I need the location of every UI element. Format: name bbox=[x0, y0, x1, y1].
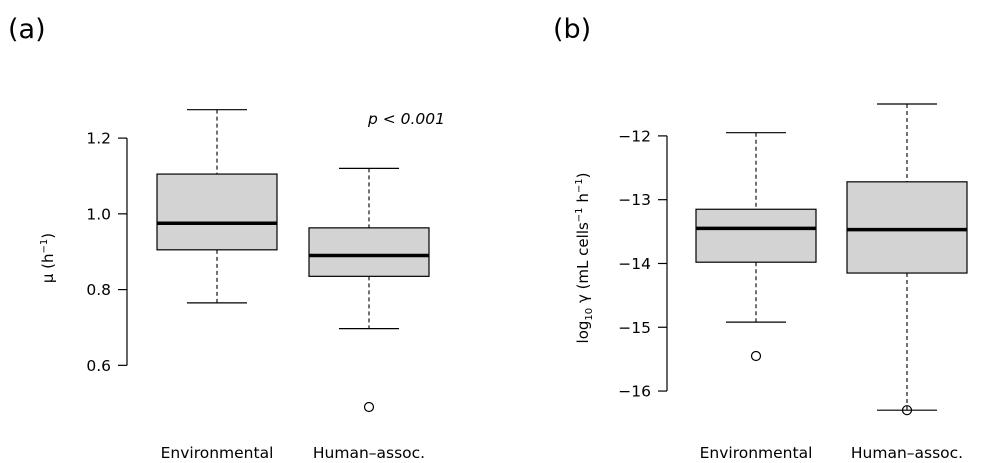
y-axis-label-b: log10 γ (mL cells−1 h−1) bbox=[574, 173, 595, 344]
y-axis-label-a: μ (h−1) bbox=[39, 233, 57, 283]
y-tick-label: −16 bbox=[618, 383, 651, 401]
y-tick-label: −13 bbox=[618, 191, 651, 209]
box-iqr bbox=[695, 208, 817, 263]
category-label: Human–assoc. bbox=[313, 444, 425, 462]
box-iqr bbox=[846, 181, 968, 274]
panel-label-a: (a) bbox=[8, 14, 46, 45]
y-tick-label: 1.0 bbox=[86, 205, 111, 223]
y-tick-label: 1.2 bbox=[86, 130, 111, 148]
p-value-annotation: p < 0.001 bbox=[367, 110, 445, 128]
outlier-point bbox=[363, 401, 375, 413]
outlier-point bbox=[901, 405, 913, 416]
panel-label-b: (b) bbox=[553, 14, 591, 45]
y-tick-label: −15 bbox=[618, 319, 651, 337]
y-tick-label: −12 bbox=[618, 127, 651, 145]
boxplot-panel-a: 0.6 0.8 1.0 1.2 Environmental Human–assoc. bbox=[86, 109, 430, 462]
y-tick-label: −14 bbox=[618, 255, 651, 273]
category-label: Environmental bbox=[700, 444, 813, 462]
box-iqr bbox=[156, 173, 278, 251]
box-iqr bbox=[308, 227, 430, 277]
y-tick-label: 0.6 bbox=[86, 357, 111, 375]
category-label: Human–assoc. bbox=[851, 444, 963, 462]
category-label: Environmental bbox=[161, 444, 274, 462]
boxplot-panel-b: −16 −15 −14 −13 −12 Environmental Human–assoc. bbox=[618, 103, 968, 462]
outlier-point bbox=[750, 350, 762, 362]
y-tick-label: 0.8 bbox=[86, 281, 111, 299]
